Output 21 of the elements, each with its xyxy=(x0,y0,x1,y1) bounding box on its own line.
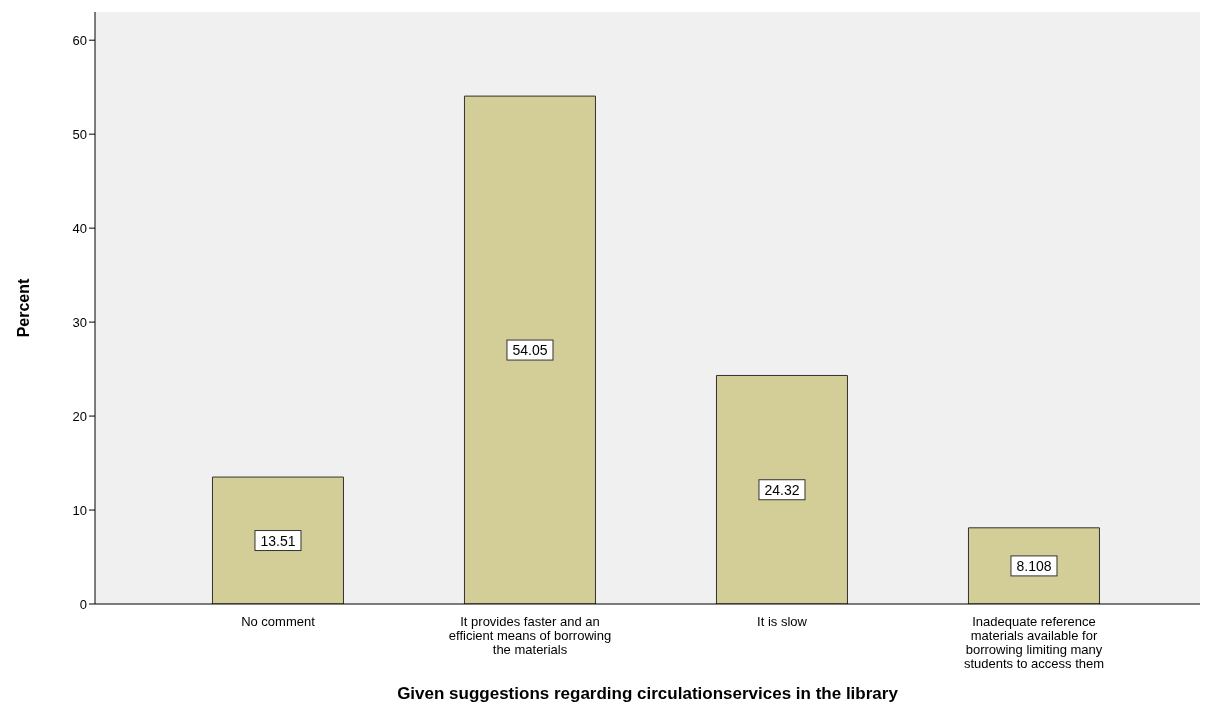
y-tick-label: 10 xyxy=(72,502,87,518)
y-tick-label: 40 xyxy=(72,220,87,236)
data-label: 54.05 xyxy=(512,342,548,359)
y-tick-label: 50 xyxy=(72,126,87,142)
x-tick-label: Inadequate reference materials available for borrowing limiting many students to access them xyxy=(963,614,1105,671)
y-tick-label: 20 xyxy=(72,408,87,424)
bar xyxy=(463,95,596,604)
y-tick-label: 60 xyxy=(72,32,87,48)
y-tick-label: 30 xyxy=(72,314,87,330)
x-tick-label: No comment xyxy=(241,614,316,629)
data-label: 13.51 xyxy=(260,532,296,549)
data-label: 8.108 xyxy=(1016,557,1052,574)
bar xyxy=(967,527,1100,604)
x-tick-label: It provides faster and an efficient means of borrowing the materials xyxy=(448,614,612,657)
x-tick-label: It is slow xyxy=(757,614,808,629)
x-axis-title: Given suggestions regarding circulationservices in the library xyxy=(397,684,899,703)
bar xyxy=(211,476,344,604)
y-axis-title: Percent xyxy=(14,277,32,338)
y-tick-label: 0 xyxy=(79,596,87,612)
bar xyxy=(715,374,848,604)
data-label: 24.32 xyxy=(764,481,800,498)
